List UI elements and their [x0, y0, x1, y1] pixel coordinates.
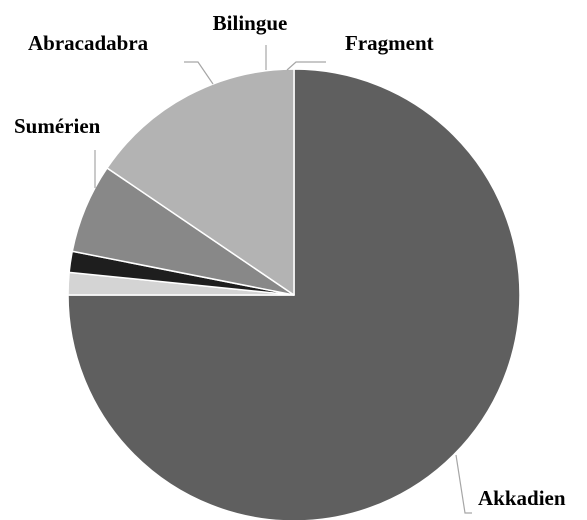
slice-label-akkadien: Akkadien	[478, 486, 566, 510]
leader-line-fragment	[286, 61, 326, 71]
slice-label-sumerien: Sumérien	[14, 114, 101, 138]
slice-label-fragment: Fragment	[345, 31, 434, 55]
slice-label-abracadabra: Abracadabra	[28, 31, 149, 55]
pie-slice-sumerien	[106, 68, 295, 296]
leader-line-abracadabra	[184, 61, 214, 85]
slice-label-bilingue: Bilingue	[213, 11, 288, 35]
pie-slice-akkadien	[67, 68, 521, 520]
pie-slices	[67, 68, 521, 520]
leader-line-akkadien	[455, 454, 472, 514]
slice-labels: Akkadien Fragment Bilingue Abracadabra Sumér…	[14, 11, 566, 510]
leader-lines	[94, 45, 472, 514]
